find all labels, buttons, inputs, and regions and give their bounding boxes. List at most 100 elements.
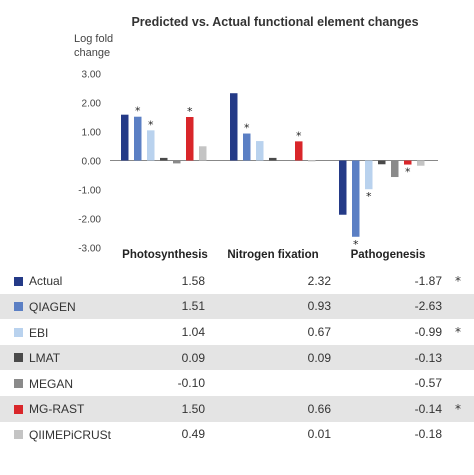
series-label: Actual (29, 274, 63, 289)
series-label: EBI (29, 325, 49, 340)
value-cell (205, 370, 331, 396)
significance-star: * (405, 166, 411, 179)
bar-qiimepicrust-0 (199, 146, 207, 161)
bar-marks: * * * * * * * * (121, 93, 425, 251)
y-tick-label: 2.00 (82, 99, 102, 110)
value-cell: 0.93 (205, 293, 331, 320)
table-row: EBI 1.04 0.67 -0.99 * (0, 319, 474, 345)
bar-ebi-2 (365, 160, 373, 190)
value-cell: 1.51 (130, 293, 205, 320)
table-row: QIAGEN 1.51 0.93 -2.63 (0, 293, 474, 320)
value-cell: -1.87 (414, 273, 442, 288)
series-name-cell: LMAT (0, 344, 130, 371)
y-tick-label: 0.00 (82, 157, 102, 168)
table-row: Actual 1.58 2.32 -1.87 * (0, 268, 474, 294)
category-labels: Photosynthesis Nitrogen fixation Pathogene… (122, 249, 425, 261)
value-cell: -2.63 (331, 293, 442, 320)
y-tick-label: -1.00 (78, 186, 101, 197)
y-axis-label-line-2: change (74, 47, 110, 59)
bar-megan-0 (173, 160, 181, 164)
significance-star: * (296, 129, 302, 142)
category-label: Pathogenesis (351, 249, 426, 261)
category-label: Nitrogen fixation (227, 249, 318, 261)
bar-lmat-2 (378, 160, 386, 165)
value-cell: 0.67 (307, 324, 331, 339)
significance-star: * (187, 105, 193, 118)
row-star-cell: * (455, 324, 461, 339)
bar-lmat-1 (269, 157, 277, 161)
legend-swatch (14, 276, 23, 286)
bar-actual-0 (121, 114, 129, 161)
bar-megan-2 (391, 160, 399, 178)
bar-actual-1 (230, 93, 238, 161)
series-label: LMAT (29, 350, 61, 365)
value-cell: 0.49 (181, 427, 205, 442)
legend-swatch (14, 302, 23, 312)
bar-ebi-1 (256, 141, 264, 161)
y-axis-ticks: 3.00 2.00 1.00 0.00 -1.00 -2.00 -3.00 (78, 70, 101, 255)
bar-mg-rast-2 (404, 160, 412, 165)
table-row: MEGAN -0.10 -0.57 (0, 370, 474, 396)
legend-swatch (14, 379, 23, 389)
series-label: QIIMEPiCRUSt (29, 427, 112, 442)
bar-mg-rast-0 (186, 117, 194, 161)
bar-ebi-0 (147, 130, 155, 161)
bar-actual-2 (339, 160, 347, 215)
series-name-cell: MEGAN (0, 370, 130, 396)
value-cell: -0.18 (414, 427, 442, 442)
series-name-cell: Actual (0, 268, 130, 294)
y-tick-label: -2.00 (78, 215, 101, 226)
row-star-cell: * (442, 395, 474, 422)
legend-swatch (14, 430, 23, 440)
value-cell: 2.32 (307, 273, 331, 288)
row-star-cell (442, 422, 474, 448)
bar-qiagen-2 (352, 160, 360, 237)
table-row: QIIMEPiCRUSt 0.49 0.01 -0.18 (0, 422, 474, 448)
category-label: Photosynthesis (122, 249, 208, 261)
bar-qiagen-1 (243, 133, 251, 161)
value-cell: 0.09 (130, 344, 205, 371)
table-row: MG-RAST 1.50 0.66 -0.14 * (0, 395, 474, 422)
series-label: MG-RAST (29, 402, 85, 417)
series-name-cell: QIIMEPiCRUSt (0, 422, 130, 448)
significance-star: * (135, 105, 141, 118)
value-cell: 0.09 (205, 344, 331, 371)
value-cell: -0.99 (414, 324, 442, 339)
bar-qiagen-0 (134, 116, 142, 161)
bar-qiimepicrust-1 (308, 160, 316, 162)
value-cell: -0.13 (331, 344, 442, 371)
row-star-cell (442, 344, 474, 371)
value-cell: -0.14 (331, 395, 442, 422)
table-row: LMAT 0.09 0.09 -0.13 (0, 344, 474, 371)
value-cell: 0.66 (205, 395, 331, 422)
chart-title: Predicted vs. Actual functional element … (131, 15, 418, 29)
significance-star: * (148, 118, 154, 131)
row-star-cell (442, 370, 474, 396)
series-name-cell: MG-RAST (0, 395, 130, 422)
value-cell: 1.50 (130, 395, 205, 422)
y-tick-label: 3.00 (82, 70, 102, 81)
series-label: MEGAN (29, 376, 74, 391)
value-cell: 1.58 (181, 273, 205, 288)
value-cell: -0.10 (177, 376, 205, 391)
y-tick-label: -3.00 (78, 244, 101, 255)
value-cell: 0.01 (307, 427, 331, 442)
significance-star: * (353, 238, 359, 251)
y-tick-label: 1.00 (82, 128, 102, 139)
y-axis-label-line-1: Log fold (74, 33, 113, 45)
significance-star: * (244, 122, 250, 135)
bar-mg-rast-1 (295, 141, 303, 161)
legend-swatch (14, 404, 23, 414)
row-star-cell (442, 293, 474, 320)
series-name-cell: QIAGEN (0, 293, 130, 320)
series-label: QIAGEN (29, 299, 76, 314)
significance-star: * (366, 190, 372, 203)
bar-lmat-0 (160, 157, 168, 161)
legend-swatch (14, 327, 23, 337)
legend-swatch (14, 353, 23, 363)
row-star-cell: * (455, 273, 461, 288)
value-cell: -0.57 (414, 376, 442, 391)
bar-chart: Predicted vs. Actual functional element … (74, 15, 438, 261)
bar-qiimepicrust-2 (417, 160, 425, 166)
series-name-cell: EBI (0, 319, 130, 345)
